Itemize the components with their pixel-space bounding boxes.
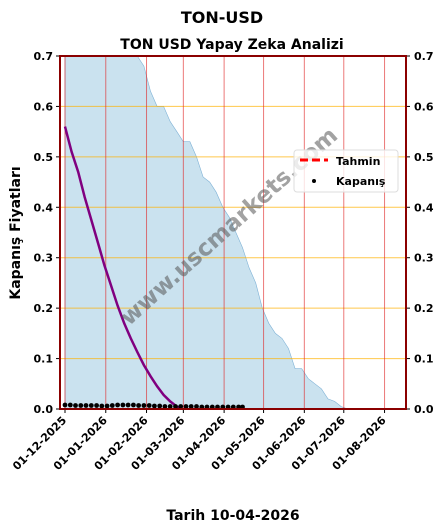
kapanis-point (188, 404, 194, 409)
kapanis-point (146, 403, 152, 408)
kapanis-point (125, 402, 131, 408)
y-tick-label-left: 0.5 (34, 151, 54, 164)
y-tick-label-right: 0.6 (414, 100, 434, 113)
y-tick-label-right: 0.0 (414, 403, 434, 416)
y-tick-label-left: 0.2 (34, 302, 54, 315)
kapanis-point (167, 404, 173, 409)
kapanis-point (152, 403, 157, 409)
y-tick-label-right: 0.2 (414, 302, 434, 315)
y-axis-label: Kapanış Fiyatları (8, 166, 24, 299)
y-tick-label-right: 0.4 (414, 201, 434, 214)
kapanis-point (120, 402, 126, 408)
purple-line-series (63, 126, 182, 411)
chart-subtitle: TON USD Yapay Zeka Analizi (120, 37, 343, 53)
y-tick-label-right: 0.3 (414, 252, 434, 265)
kapanis-point (109, 403, 115, 408)
kapanis-point (73, 403, 78, 408)
y-tick-label-left: 0.6 (34, 100, 54, 113)
y-tick-label-left: 0.1 (34, 353, 54, 366)
kapanis-point (194, 404, 199, 409)
legend-label-kapanis: Kapanış (336, 175, 386, 188)
kapanis-point (131, 402, 136, 408)
y-tick-label-left: 0.3 (34, 252, 54, 265)
y-tick-label-left: 0.7 (34, 50, 54, 63)
x-axis-label: Tarih 10-04-2026 (166, 508, 299, 524)
chart-title: TON-USD (181, 8, 263, 27)
kapanis-point (67, 402, 73, 408)
legend: Tahmin Kapanış (293, 149, 399, 193)
legend-label-tahmin: Tahmin (336, 155, 380, 168)
kapanis-point (162, 404, 168, 409)
y-tick-label-right: 0.1 (414, 353, 434, 366)
kapanis-point (83, 403, 89, 408)
kapanis-point (136, 403, 142, 408)
y-tick-label-right: 0.7 (414, 50, 434, 63)
kapanis-point (94, 403, 99, 408)
plot-frame (59, 55, 407, 410)
kapanis-point (62, 402, 68, 408)
plot-area: 01-12-202501-01-202601-02-202601-03-2026… (10, 50, 434, 473)
kapanis-point (104, 403, 110, 409)
y-tick-label-left: 0.0 (34, 403, 54, 416)
kapanis-point (115, 402, 120, 408)
kapanis-point (78, 403, 84, 408)
kapanis-point (183, 404, 189, 409)
kapanis-point (88, 403, 94, 408)
y-tick-label-left: 0.4 (34, 201, 54, 214)
kapanis-point (178, 404, 184, 409)
y-tick-label-right: 0.5 (414, 151, 434, 164)
kapanis-point (141, 403, 147, 408)
kapanis-point (157, 403, 163, 409)
kapanis-point (99, 403, 105, 409)
legend-swatch-kapanis (312, 179, 316, 183)
kapanis-point (173, 404, 178, 409)
